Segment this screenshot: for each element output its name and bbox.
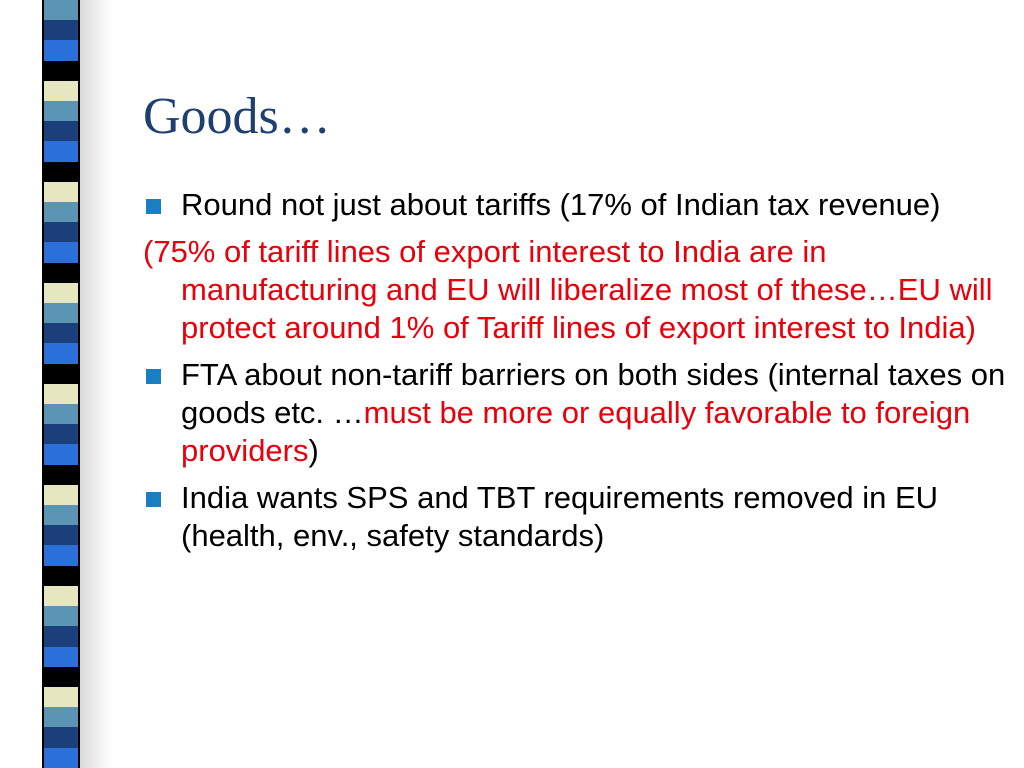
bullet-list: Round not just about tariffs (17% of Ind… (143, 186, 1013, 564)
note-lead: (75% of tariff lines of export interest … (143, 234, 794, 269)
stripe-segment (44, 727, 78, 748)
stripe-segment (44, 343, 78, 364)
stripe-segment (44, 707, 78, 728)
decorative-stripe (42, 0, 80, 768)
stripe-segment (44, 686, 78, 708)
fta-highlight: must be more or equally favorable to for… (181, 395, 971, 468)
stripe-segment (44, 525, 78, 546)
stripe-segment (44, 323, 78, 344)
stripe-segment (44, 101, 78, 122)
stripe-segment (44, 424, 78, 445)
stripe-segment (44, 606, 78, 627)
slide-title: Goods… (143, 88, 331, 145)
stripe-segment (44, 646, 78, 667)
stripe-segment (44, 40, 78, 61)
stripe-segment (44, 121, 78, 142)
stripe-segment (44, 585, 78, 607)
stripe-segment (44, 747, 78, 768)
stripe-segment (44, 161, 78, 182)
stripe-segment (44, 262, 78, 283)
stripe-segment (44, 666, 78, 687)
bullet-item-tariffs: Round not just about tariffs (17% of Ind… (143, 186, 1013, 224)
stripe-segment (44, 404, 78, 425)
stripe-segment (44, 363, 78, 384)
note-rest: in manufacturing and EU will liberalize … (181, 234, 993, 345)
stripe-segment (44, 464, 78, 485)
stripe-segment (44, 484, 78, 506)
bullet-item-sps-tbt: India wants SPS and TBT requirements rem… (143, 479, 1013, 555)
stripe-segment (44, 222, 78, 243)
fta-text: FTA about non-tariff barriers on both si… (181, 357, 1006, 430)
stripe-segment (44, 141, 78, 162)
stripe-segment (44, 202, 78, 223)
stripe-segment (44, 282, 78, 304)
stripe-segment (44, 0, 78, 21)
fta-close: ) (308, 433, 319, 468)
stripe-segment (44, 565, 78, 586)
stripe-segment (44, 545, 78, 566)
stripe-segment (44, 181, 78, 203)
stripe-segment (44, 626, 78, 647)
stripe-segment (44, 505, 78, 526)
stripe-segment (44, 20, 78, 41)
stripe-shadow (80, 0, 112, 768)
stripe-segment (44, 383, 78, 405)
stripe-segment (44, 80, 78, 102)
stripe-segment (44, 242, 78, 263)
stripe-segment (44, 303, 78, 324)
stripe-segment (44, 444, 78, 465)
stripe-segment (44, 60, 78, 81)
bullet-item-fta: FTA about non-tariff barriers on both si… (143, 356, 1013, 470)
note-item-tariff-lines: (75% of tariff lines of export interest … (143, 233, 1013, 347)
